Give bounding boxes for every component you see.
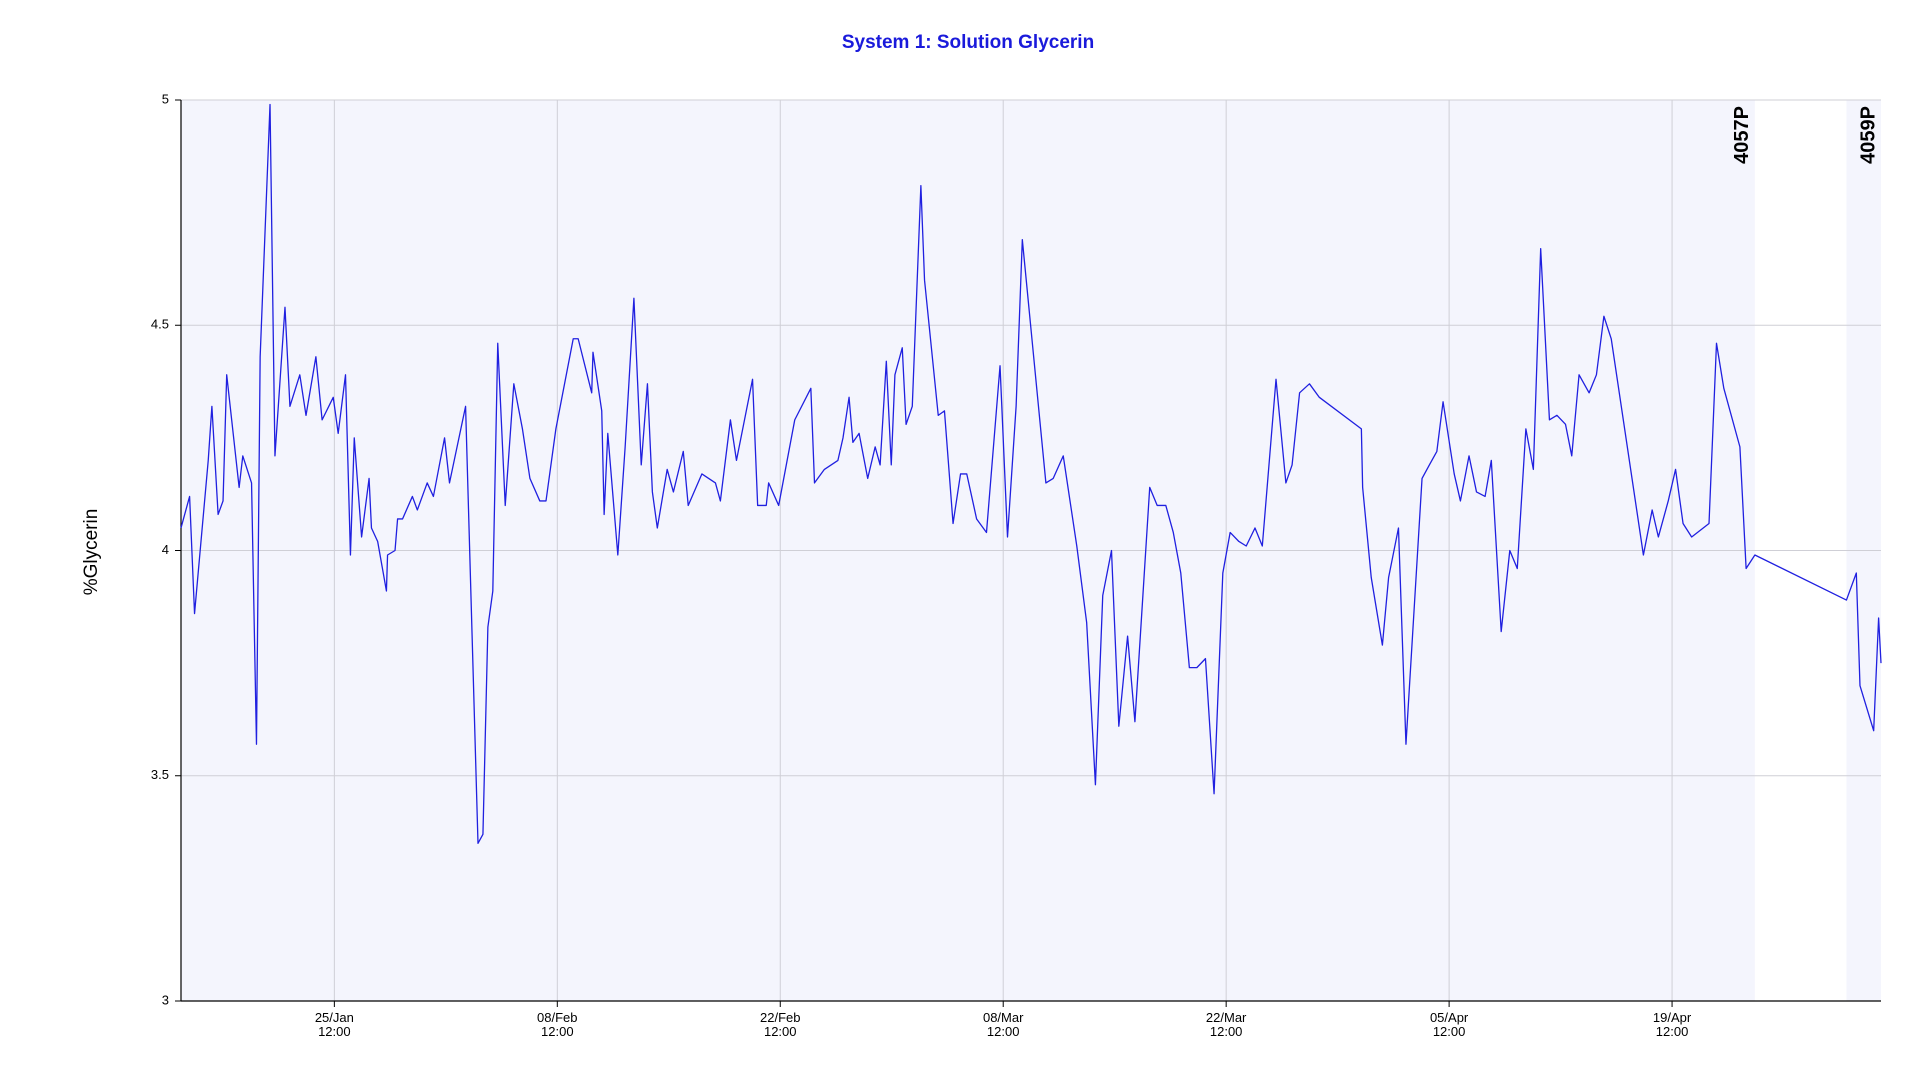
annotation: 4057P: [1731, 106, 1753, 164]
y-tick-label: 4: [162, 542, 169, 557]
y-tick-label: 5: [162, 91, 169, 106]
x-tick-label: 22/Mar 12:00: [1205, 1010, 1247, 1039]
x-tick-label: 08/Feb 12:00: [537, 1010, 578, 1039]
data-line: [180, 103, 1882, 844]
x-tick-label: 25/Jan 12:00: [314, 1010, 354, 1039]
y-tick-label: 3: [162, 992, 169, 1007]
y-axis-label: %Glycerin: [81, 509, 102, 596]
x-tick-label: 19/Apr 12:00: [1652, 1010, 1692, 1039]
x-tick-label: 22/Feb 12:00: [760, 1010, 801, 1039]
y-tick-label: 3.5: [151, 767, 169, 782]
annotation: 4059P: [1857, 106, 1879, 164]
x-tick-label: 08/Mar 12:00: [982, 1010, 1024, 1039]
x-tick-label: 05/Apr 12:00: [1429, 1010, 1469, 1039]
y-tick-label: 4.5: [151, 317, 169, 332]
chart-title: System 1: Solution Glycerin: [842, 32, 1094, 53]
